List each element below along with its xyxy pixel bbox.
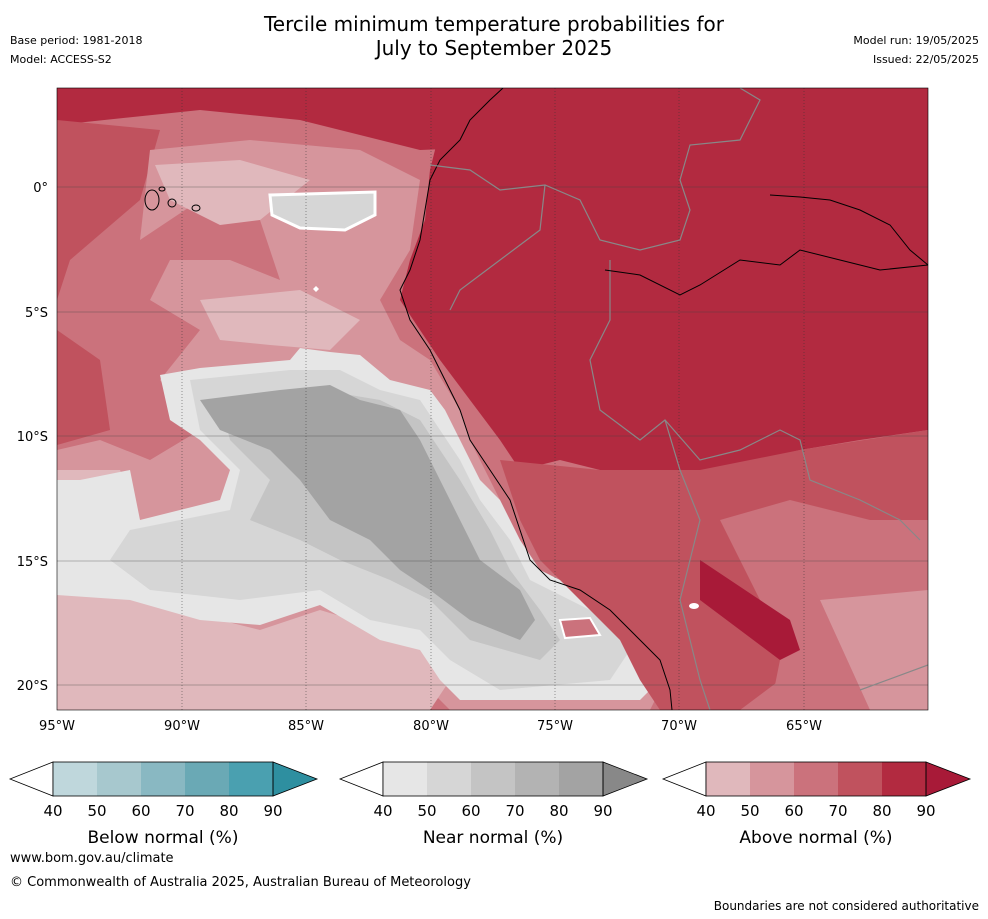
lon-tick: 65°W bbox=[786, 719, 822, 734]
cbar-tick: 90 bbox=[593, 802, 612, 820]
field-small-patch bbox=[558, 616, 602, 640]
field-west-b bbox=[57, 330, 110, 445]
lon-tick: 85°W bbox=[288, 719, 324, 734]
colorbar-above: 40 50 60 70 80 90 Above normal (%) bbox=[661, 761, 972, 848]
footer-note: Boundaries are not considered authoritat… bbox=[713, 899, 979, 913]
lon-tick: 70°W bbox=[661, 719, 697, 734]
coastline bbox=[399, 88, 673, 710]
lake-titicaca bbox=[689, 603, 699, 609]
colorbar-label: Above normal (%) bbox=[739, 828, 892, 848]
field-above-40-b bbox=[200, 290, 360, 350]
lat-tick: 5°S bbox=[25, 306, 48, 321]
field-land-southeast bbox=[820, 590, 928, 710]
footer-url[interactable]: www.bom.gov.au/climate bbox=[10, 851, 174, 866]
cbar-tick: 60 bbox=[784, 802, 803, 820]
colorbar-label: Near normal (%) bbox=[423, 828, 563, 848]
lat-tick: 10°S bbox=[17, 430, 48, 445]
river bbox=[604, 194, 928, 296]
cbar-tick: 70 bbox=[505, 802, 524, 820]
lat-ticks: 0° 5°S 10°S 15°S 20°S bbox=[17, 181, 48, 694]
lon-tick: 75°W bbox=[537, 719, 573, 734]
map-frame bbox=[56, 87, 929, 711]
white-dot bbox=[313, 286, 319, 292]
cbar-tick: 70 bbox=[828, 802, 847, 820]
latitude-lines bbox=[57, 186, 928, 686]
footer-copyright: © Commonwealth of Australia 2025, Austra… bbox=[10, 875, 471, 890]
cbar-tick: 80 bbox=[219, 802, 238, 820]
cbar-tick: 40 bbox=[696, 802, 715, 820]
cbar-tick: 60 bbox=[461, 802, 480, 820]
base-period: Base period: 1981-2018 bbox=[10, 34, 143, 47]
map-field bbox=[57, 88, 928, 710]
cbar-tick: 40 bbox=[43, 802, 62, 820]
model-run: Model run: 19/05/2025 bbox=[853, 34, 979, 47]
cbar-tick: 70 bbox=[175, 802, 194, 820]
model-name: Model: ACCESS-S2 bbox=[10, 53, 112, 66]
field-near-70 bbox=[200, 385, 535, 640]
cbar-tick: 50 bbox=[740, 802, 759, 820]
cbar-tick: 60 bbox=[131, 802, 150, 820]
country-borders bbox=[429, 88, 928, 710]
cbar-tick: 80 bbox=[549, 802, 568, 820]
cbar-tick: 50 bbox=[417, 802, 436, 820]
colorbar-label: Below normal (%) bbox=[88, 828, 239, 848]
title-line-2: July to September 2025 bbox=[375, 36, 613, 60]
lat-tick: 0° bbox=[33, 181, 48, 196]
colorbar-near: 40 50 60 70 80 90 Near normal (%) bbox=[338, 761, 649, 848]
lon-ticks: 95°W 90°W 85°W 80°W 75°W 70°W 65°W bbox=[39, 719, 822, 734]
lat-tick: 15°S bbox=[17, 555, 48, 570]
map-title: Tercile minimum temperature probabilitie… bbox=[0, 12, 988, 60]
cbar-tick: 80 bbox=[872, 802, 891, 820]
colorbar-below: 40 50 60 70 80 90 Below normal (%) bbox=[8, 761, 319, 848]
cbar-tick: 50 bbox=[87, 802, 106, 820]
meta-right: Model run: 19/05/2025 Issued: 22/05/2025 bbox=[853, 31, 979, 69]
galapagos-islands bbox=[144, 186, 201, 212]
field-near-equator bbox=[268, 190, 377, 232]
cbar-tick: 90 bbox=[263, 802, 282, 820]
title-line-1: Tercile minimum temperature probabilitie… bbox=[263, 12, 725, 36]
lat-tick: 20°S bbox=[17, 679, 48, 694]
field-west-a bbox=[57, 120, 160, 300]
field-land-ridge bbox=[700, 560, 800, 660]
lon-tick: 90°W bbox=[164, 719, 200, 734]
meta-left: Base period: 1981-2018 Model: ACCESS-S2 bbox=[10, 31, 142, 69]
issued-date: Issued: 22/05/2025 bbox=[872, 53, 979, 66]
lon-tick: 95°W bbox=[39, 719, 75, 734]
lon-tick: 80°W bbox=[413, 719, 449, 734]
cbar-tick: 40 bbox=[373, 802, 392, 820]
cbar-tick: 90 bbox=[916, 802, 935, 820]
